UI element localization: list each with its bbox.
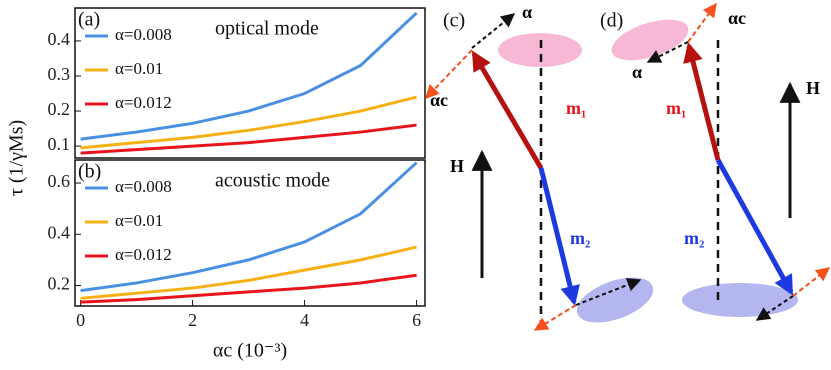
nonlocal-arrow	[687, 2, 717, 43]
nonlocal-arrow	[425, 49, 473, 100]
x-tick-label: 6	[412, 310, 421, 330]
field-label: H	[450, 156, 464, 176]
m2-label: m₂	[570, 228, 590, 248]
legend-label: α=0.012	[115, 93, 172, 112]
damping-arrow	[575, 278, 642, 306]
legend-label: α=0.01	[115, 59, 163, 78]
x-axis-label: αc (10⁻³)	[213, 340, 287, 362]
x-tick-label: 2	[188, 310, 197, 330]
damping-arrow	[471, 13, 516, 49]
alpha-label: α	[632, 62, 642, 82]
m1-label: m₁	[566, 98, 586, 118]
annotation: optical mode	[215, 18, 319, 40]
series-line	[80, 161, 418, 293]
m2-arrow	[715, 158, 794, 296]
nonlocal-arrow	[792, 267, 831, 297]
field-label: H	[806, 78, 820, 98]
series-line	[80, 273, 417, 304]
m2-arrow	[538, 167, 580, 306]
panel-label: (d)	[600, 10, 623, 32]
m1-label: m₁	[666, 98, 686, 118]
y-tick-label: 0.2	[48, 274, 71, 294]
y-axis-label: τ (1/γMs)	[6, 120, 28, 196]
precession-cone	[682, 283, 798, 317]
panel-label: (c)	[443, 10, 465, 32]
y-tick-label: 0.4	[48, 222, 71, 242]
precession-cone	[576, 277, 654, 323]
annotation: acoustic mode	[215, 170, 330, 192]
y-tick-label: 0.1	[48, 134, 71, 154]
diagram-c: (c) α αc m₁ m₂ H	[425, 2, 654, 331]
damping-arrow	[755, 295, 794, 321]
m1-arrow	[683, 42, 721, 161]
x-tick-label: 0	[76, 310, 85, 330]
precession-cone	[611, 19, 689, 61]
legend-label: α=0.008	[115, 25, 172, 44]
panel-label: (b)	[78, 161, 101, 183]
legend-label: α=0.012	[115, 245, 172, 264]
series-line	[80, 123, 417, 155]
series-line	[80, 95, 417, 150]
damping-arrow	[646, 41, 689, 63]
m2-label: m₂	[684, 228, 704, 248]
y-tick-label: 0.6	[48, 171, 71, 191]
legend-label: α=0.008	[115, 177, 172, 196]
series-line	[80, 11, 418, 141]
plot-frame	[74, 159, 426, 307]
alpha-c-label: αc	[728, 8, 746, 28]
diagram-d: (d) αc α m₁ m₂ H	[600, 2, 831, 321]
x-tick-label: 4	[300, 310, 309, 330]
panel-label: (a)	[78, 9, 100, 31]
m1-arrow	[471, 50, 544, 170]
legend-label: α=0.01	[115, 211, 163, 230]
precession-cone	[498, 33, 582, 67]
series-line	[80, 245, 417, 300]
y-tick-label: 0.4	[48, 29, 71, 49]
y-tick-label: 0.3	[48, 64, 71, 84]
alpha-label: α	[522, 2, 532, 22]
plot-frame	[74, 7, 426, 159]
alpha-c-label: αc	[430, 90, 448, 110]
nonlocal-arrow	[533, 304, 577, 331]
y-tick-label: 0.2	[48, 99, 71, 119]
